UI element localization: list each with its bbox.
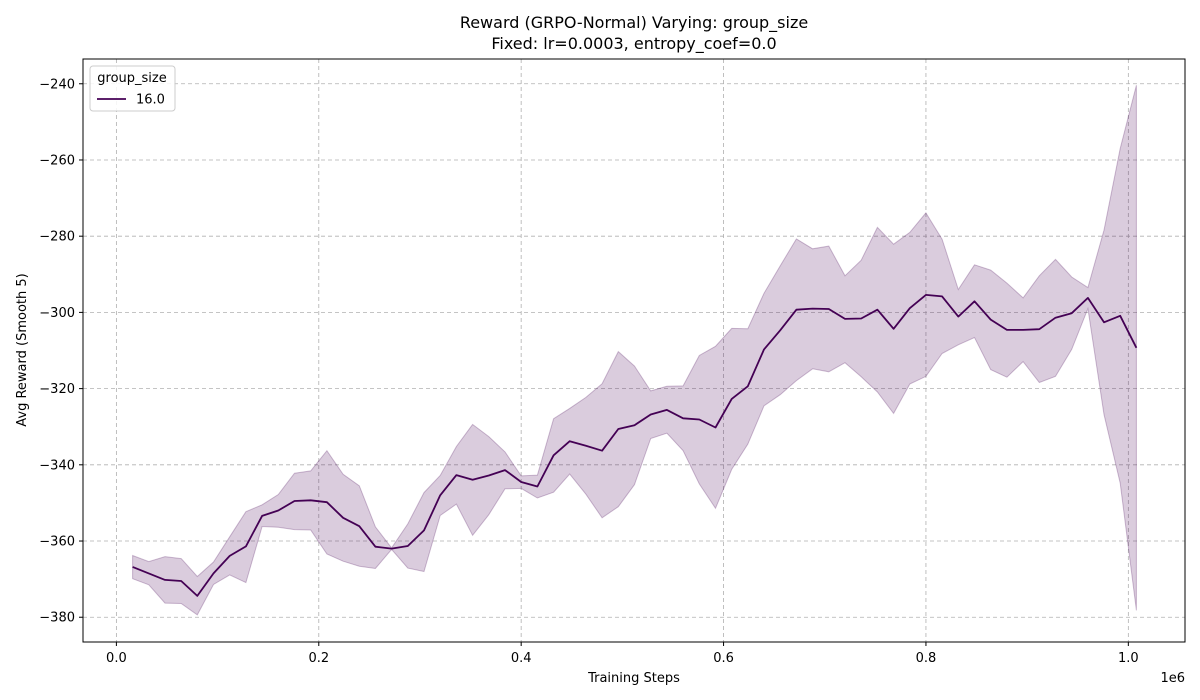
- legend-title: group_size: [97, 71, 166, 86]
- y-axis-ticks: −380 −360 −340 −320 −300 −280 −260 −240: [39, 77, 83, 626]
- chart-title-line-2: Fixed: lr=0.0003, entropy_coef=0.0: [491, 34, 776, 54]
- y-tick-label: −280: [39, 230, 75, 245]
- x-tick-label: 0.4: [511, 651, 532, 666]
- x-axis-ticks: 0.0 0.2 0.4 0.6 0.8 1.0: [106, 642, 1139, 666]
- grid: [83, 59, 1185, 642]
- y-tick-label: −340: [39, 458, 75, 473]
- y-tick-label: −240: [39, 77, 75, 92]
- y-axis-label: Avg Reward (Smooth 5): [15, 273, 30, 426]
- x-tick-label: 0.2: [308, 651, 329, 666]
- series-lines: [132, 293, 1138, 597]
- y-tick-label: −380: [39, 611, 75, 626]
- x-tick-label: 0.8: [916, 651, 937, 666]
- confidence-band-group: [132, 85, 1137, 616]
- plot-area-frame: [82, 58, 1186, 643]
- y-tick-label: −360: [39, 535, 75, 550]
- chart-title-line-1: Reward (GRPO-Normal) Varying: group_size: [460, 13, 808, 33]
- x-axis-label: Training Steps: [587, 671, 680, 686]
- legend-label: 16.0: [136, 93, 165, 108]
- y-tick-label: −320: [39, 382, 75, 397]
- legend: group_size 16.0: [89, 65, 176, 112]
- x-axis-multiplier: 1e6: [1160, 671, 1185, 686]
- x-tick-label: 1.0: [1118, 651, 1139, 666]
- series-line: [132, 293, 1138, 597]
- y-tick-label: −260: [39, 153, 75, 168]
- x-tick-label: 0.6: [713, 651, 734, 666]
- y-tick-label: −300: [39, 306, 75, 321]
- x-tick-label: 0.0: [106, 651, 127, 666]
- confidence-band: [132, 85, 1137, 616]
- chart-title: Reward (GRPO-Normal) Varying: group_size…: [460, 13, 808, 54]
